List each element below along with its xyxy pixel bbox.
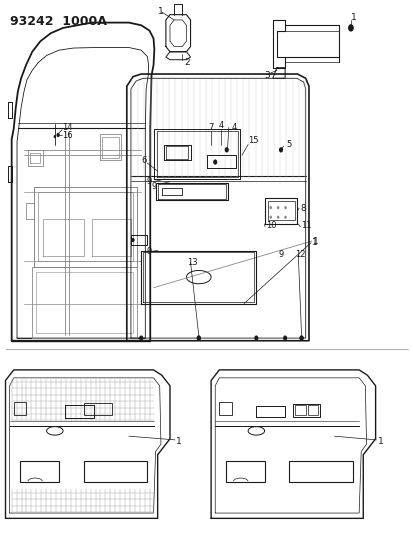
Circle shape (269, 206, 271, 209)
Bar (293, 404, 319, 417)
Circle shape (276, 206, 279, 209)
Text: 9: 9 (151, 182, 157, 191)
Circle shape (278, 147, 282, 152)
Text: 1: 1 (176, 437, 181, 446)
Text: 12: 12 (295, 251, 305, 260)
Text: 9: 9 (146, 247, 151, 256)
Circle shape (224, 147, 228, 152)
Text: 4: 4 (231, 123, 236, 132)
Text: 13: 13 (187, 258, 197, 266)
Bar (307, 406, 317, 415)
Circle shape (131, 238, 134, 242)
Bar (20, 461, 59, 482)
Text: 9: 9 (146, 177, 151, 186)
Text: 5: 5 (285, 140, 290, 149)
Circle shape (56, 133, 59, 137)
Text: 4: 4 (218, 122, 223, 131)
Circle shape (213, 159, 217, 165)
Bar (14, 402, 26, 415)
Text: 1: 1 (312, 237, 318, 246)
Text: 11: 11 (300, 221, 311, 230)
Text: 3: 3 (264, 71, 270, 80)
Circle shape (284, 216, 286, 219)
Circle shape (347, 24, 353, 31)
Circle shape (299, 335, 303, 341)
Text: 1: 1 (157, 7, 163, 17)
Circle shape (196, 335, 200, 341)
Text: 8: 8 (299, 204, 304, 213)
Text: 6: 6 (141, 156, 146, 165)
Text: 14: 14 (62, 123, 73, 132)
Bar (83, 461, 147, 482)
Text: 2: 2 (184, 58, 190, 67)
Text: 9: 9 (278, 251, 284, 260)
Bar (289, 461, 352, 482)
Bar (225, 461, 264, 482)
Circle shape (196, 335, 200, 341)
Text: 1: 1 (377, 437, 382, 446)
Circle shape (54, 135, 56, 138)
Circle shape (139, 335, 143, 341)
Circle shape (254, 335, 258, 341)
Text: 16: 16 (62, 131, 73, 140)
Text: 7: 7 (208, 123, 214, 132)
Bar (267, 201, 294, 220)
Bar (219, 402, 231, 415)
Bar (83, 403, 112, 415)
Text: 93242  1000A: 93242 1000A (9, 14, 106, 28)
Circle shape (282, 335, 287, 341)
Text: 10: 10 (266, 221, 276, 230)
Circle shape (276, 216, 279, 219)
Text: 1: 1 (311, 238, 317, 247)
Text: 15: 15 (247, 136, 258, 145)
Circle shape (284, 206, 286, 209)
Text: 1: 1 (350, 13, 356, 22)
Circle shape (299, 335, 303, 341)
Circle shape (269, 216, 271, 219)
Bar (295, 406, 305, 415)
